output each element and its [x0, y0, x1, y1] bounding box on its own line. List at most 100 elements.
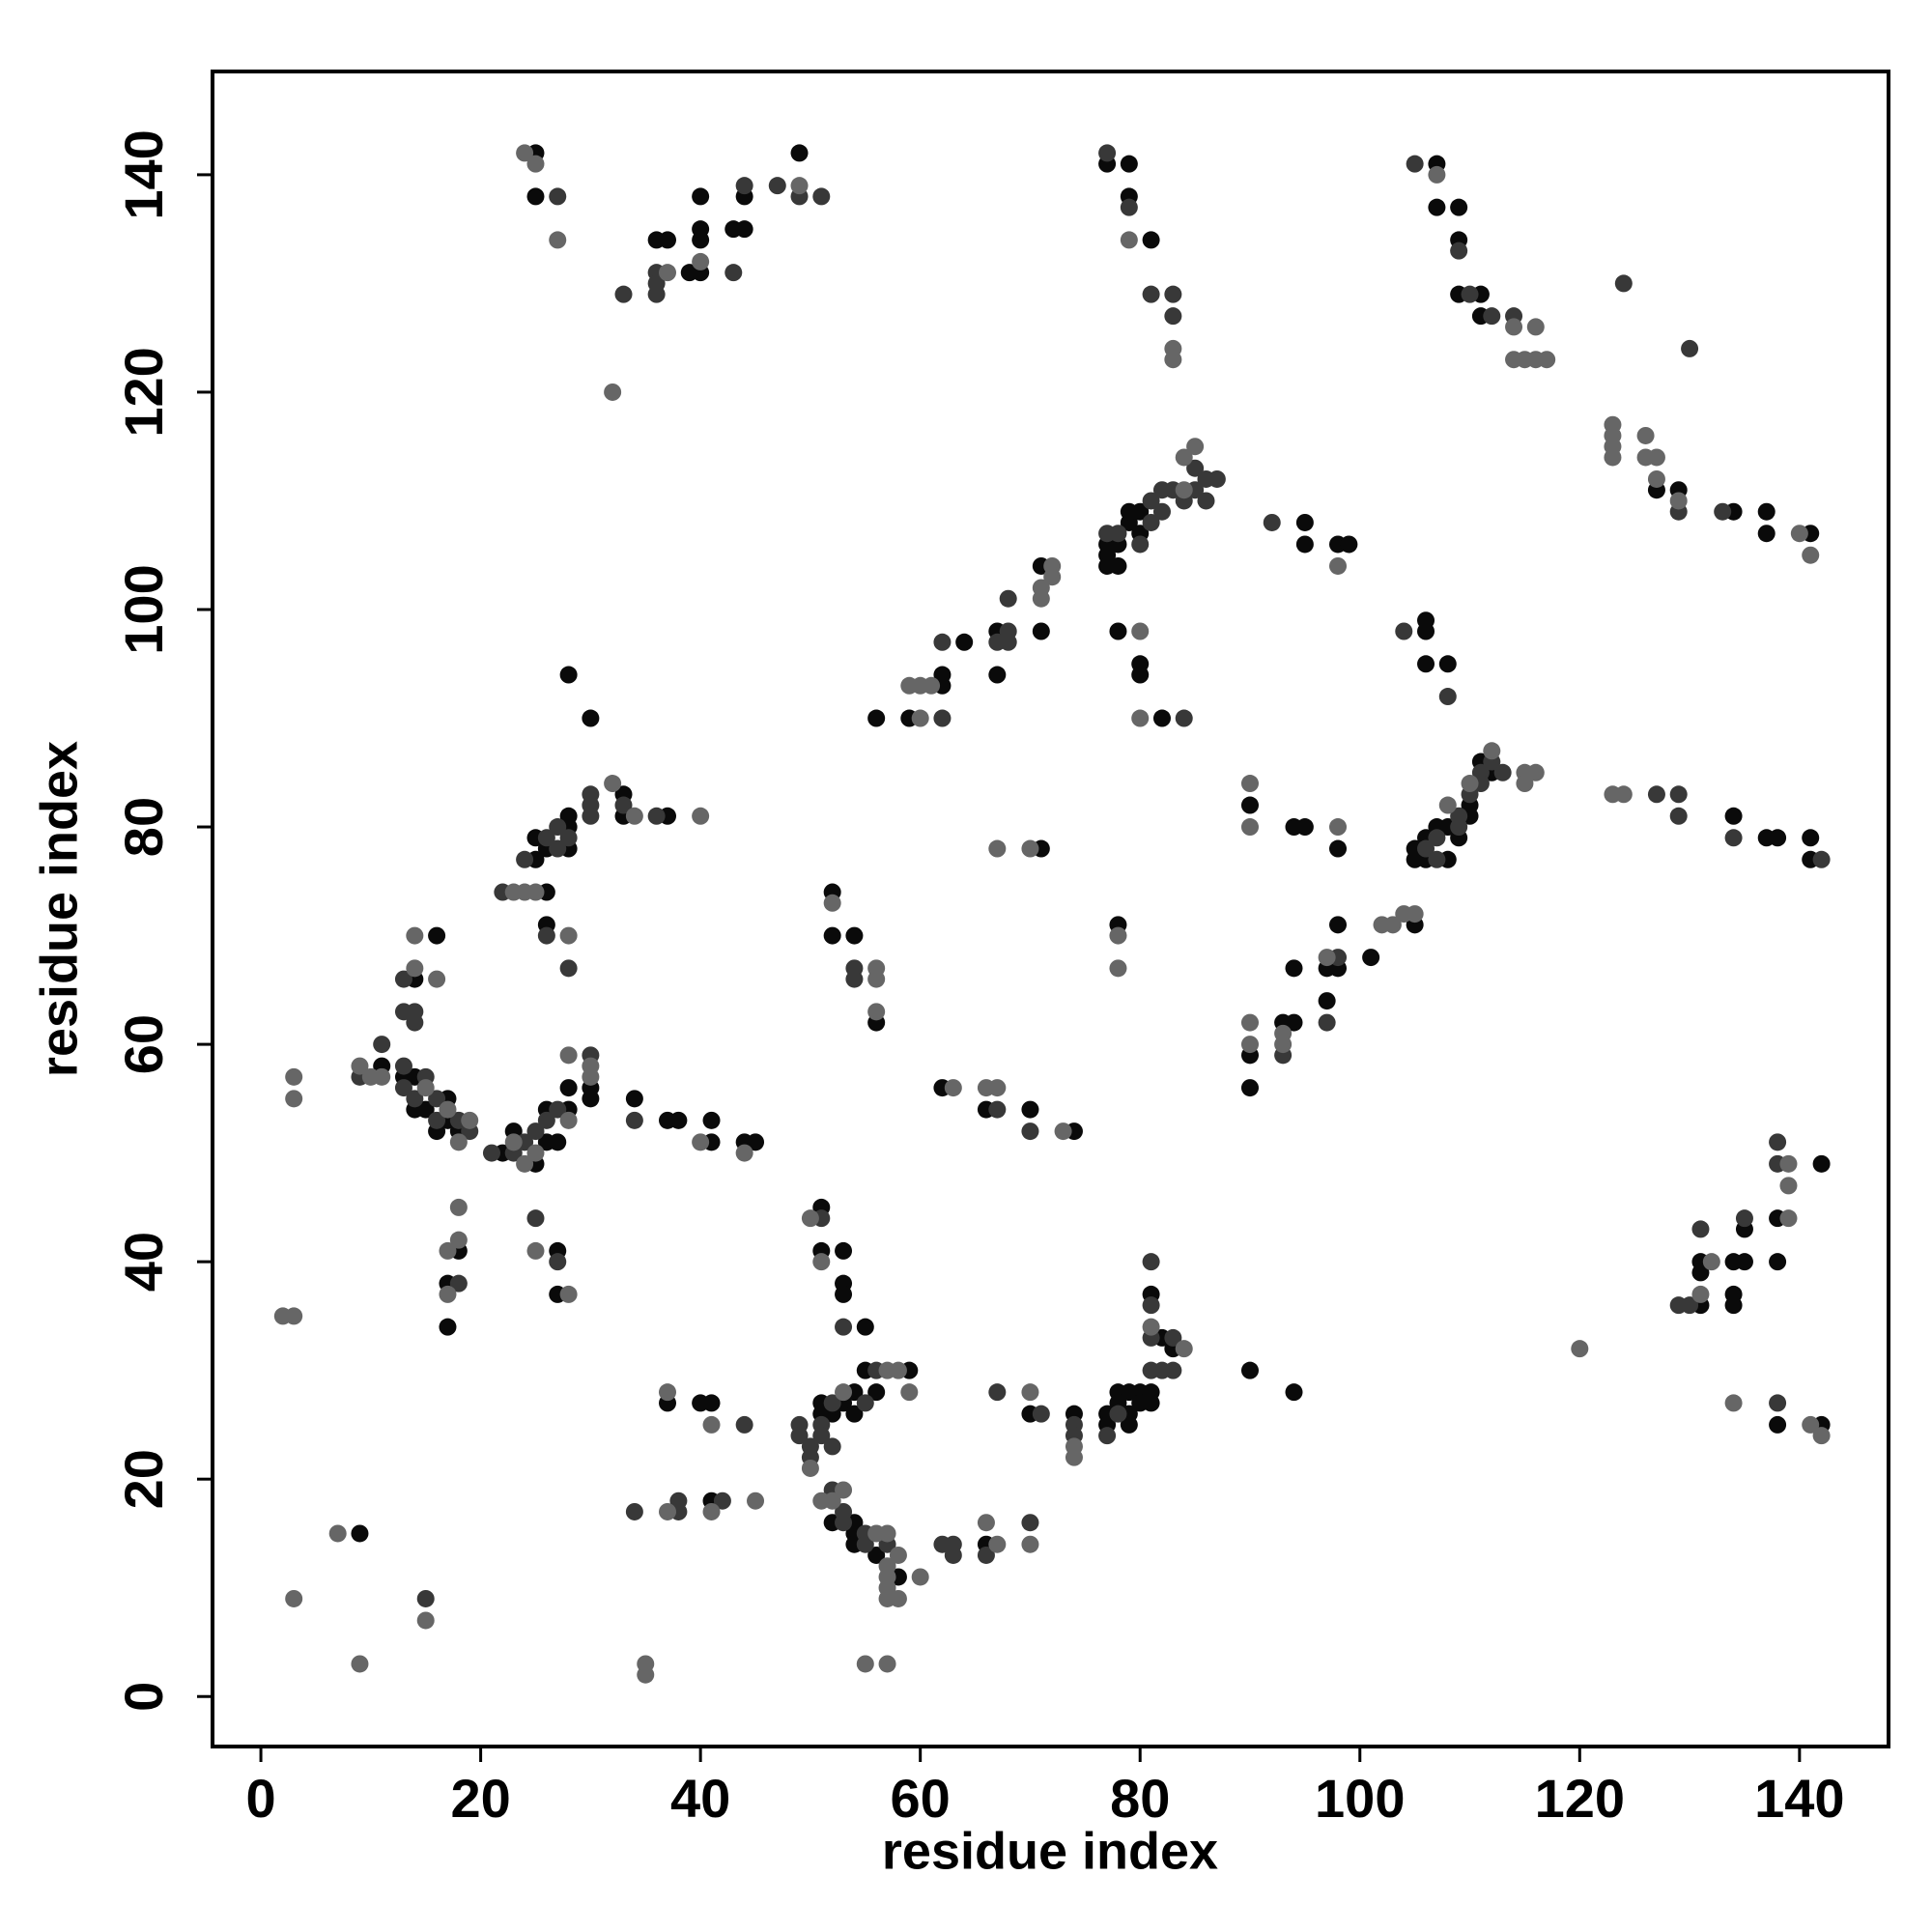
point [449, 1274, 468, 1293]
point [1142, 1318, 1160, 1336]
y-tick-label: 140 [113, 129, 174, 219]
point [1175, 1340, 1193, 1358]
point [449, 1133, 468, 1151]
point [988, 1079, 1007, 1097]
point [1724, 807, 1743, 825]
point [1109, 556, 1127, 575]
point [835, 1514, 853, 1532]
point [449, 1198, 468, 1216]
point [1790, 525, 1808, 543]
point [1142, 285, 1160, 303]
point [1131, 709, 1150, 727]
point [428, 1090, 446, 1108]
point [1285, 959, 1303, 978]
point [625, 807, 643, 825]
point [933, 709, 952, 727]
point [1516, 775, 1534, 793]
point [1769, 1394, 1787, 1412]
point [988, 1100, 1007, 1119]
point [604, 383, 622, 401]
point [944, 1546, 962, 1564]
point [812, 1253, 831, 1271]
point [549, 1100, 567, 1119]
point [1295, 818, 1314, 837]
point [625, 1111, 643, 1129]
point [923, 676, 941, 695]
point [1417, 839, 1435, 858]
point [625, 1090, 643, 1108]
point [823, 894, 841, 912]
point [889, 1589, 907, 1607]
point [604, 775, 622, 793]
point [526, 1122, 545, 1141]
point [526, 1241, 545, 1260]
point [692, 187, 710, 206]
point [1526, 763, 1545, 781]
point [790, 1427, 809, 1445]
point [845, 1405, 864, 1423]
point [1120, 231, 1138, 249]
x-tick-label: 20 [450, 1768, 510, 1829]
point [900, 1383, 919, 1402]
point [1295, 535, 1314, 554]
point [1604, 448, 1622, 467]
point [669, 1111, 688, 1129]
point [1779, 1209, 1798, 1228]
point [614, 796, 633, 814]
point [835, 1383, 853, 1402]
point [416, 1079, 435, 1097]
point [1318, 992, 1336, 1010]
point [988, 839, 1007, 858]
point [790, 177, 809, 195]
point [1021, 1100, 1039, 1119]
point [559, 926, 578, 945]
point [988, 1535, 1007, 1553]
point [1483, 307, 1501, 326]
point [823, 926, 841, 945]
point [1240, 1013, 1259, 1032]
point [735, 1415, 753, 1434]
point [867, 1546, 886, 1564]
point [1142, 492, 1160, 510]
point [482, 1144, 500, 1162]
point [1142, 513, 1160, 531]
point [559, 1046, 578, 1065]
point [526, 1144, 545, 1162]
point [285, 1067, 303, 1086]
y-tick-label: 0 [113, 1682, 174, 1712]
point [1428, 165, 1446, 184]
x-tick-label: 80 [1110, 1768, 1170, 1829]
point [549, 231, 567, 249]
point [1109, 622, 1127, 640]
point [526, 1209, 545, 1228]
point [1461, 775, 1479, 793]
point [867, 970, 886, 988]
point [911, 709, 929, 727]
point [955, 633, 974, 651]
point [549, 818, 567, 837]
point [394, 1057, 412, 1075]
y-tick-label: 20 [113, 1449, 174, 1509]
point [1032, 1405, 1050, 1423]
point [1769, 1253, 1787, 1271]
point [1329, 818, 1348, 837]
point [812, 187, 831, 206]
point [1318, 949, 1336, 967]
point [999, 633, 1017, 651]
point [1735, 1253, 1753, 1271]
x-tick-label: 100 [1315, 1768, 1405, 1829]
point [1669, 785, 1688, 804]
point [394, 970, 412, 988]
point [1757, 525, 1776, 543]
point [1647, 448, 1665, 467]
point [1812, 850, 1831, 868]
point [559, 666, 578, 684]
point [1175, 709, 1193, 727]
point [351, 1524, 369, 1543]
point [702, 1415, 721, 1434]
point [1681, 339, 1699, 357]
point [285, 1307, 303, 1325]
point [449, 1231, 468, 1249]
point [856, 1394, 874, 1412]
